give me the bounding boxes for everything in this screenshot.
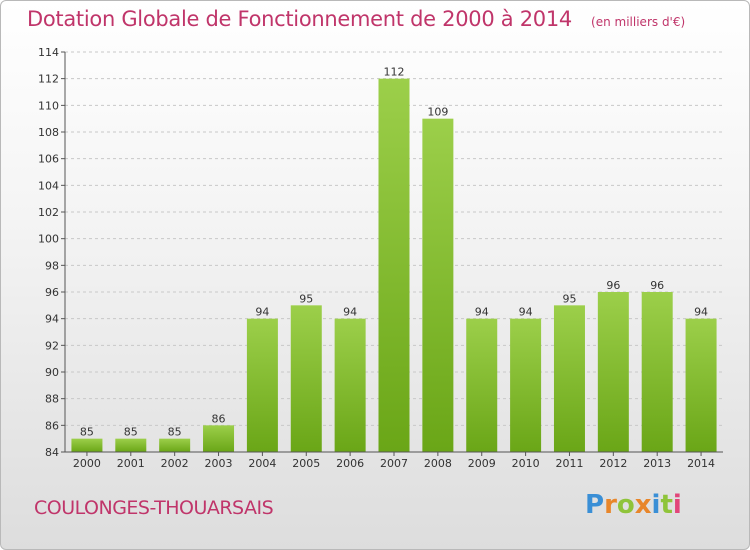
logo-letter: i xyxy=(672,490,682,520)
x-tick-label: 2013 xyxy=(643,457,671,470)
y-tick-label: 84 xyxy=(45,446,59,459)
logo-letter: x xyxy=(634,490,652,520)
bar xyxy=(334,318,366,452)
x-tick-label: 2014 xyxy=(687,457,715,470)
bar xyxy=(641,292,673,452)
bar-value-label: 96 xyxy=(606,279,620,292)
x-tick-label: 2004 xyxy=(248,457,276,470)
y-tick-label: 98 xyxy=(45,259,59,272)
logo-letter: t xyxy=(660,490,673,520)
bar-value-label: 94 xyxy=(255,306,269,319)
bar-value-label: 94 xyxy=(475,306,489,319)
bar xyxy=(159,438,191,452)
bar xyxy=(115,438,147,452)
x-tick-label: 2003 xyxy=(205,457,233,470)
bar-value-label: 85 xyxy=(168,426,182,439)
bar-value-label: 86 xyxy=(212,412,226,425)
x-tick-label: 2005 xyxy=(292,457,320,470)
y-tick-label: 108 xyxy=(38,126,59,139)
x-tick-label: 2002 xyxy=(161,457,189,470)
bar xyxy=(510,318,542,452)
bar-value-label: 96 xyxy=(650,279,664,292)
axes: 84 86 88 90 92 94 96 98 100 102 104 106 108 110 112 114… xyxy=(38,46,723,470)
bar-value-label: 95 xyxy=(562,292,576,305)
bar xyxy=(246,318,278,452)
title-row: Dotation Globale de Fonctionnement de 20… xyxy=(27,7,685,31)
x-tick-label: 2009 xyxy=(468,457,496,470)
y-tick-label: 106 xyxy=(38,153,59,166)
x-tick-label: 2000 xyxy=(73,457,101,470)
bar-value-label: 94 xyxy=(519,306,533,319)
y-tick-label: 96 xyxy=(45,286,59,299)
x-tick-label: 2010 xyxy=(512,457,540,470)
bar xyxy=(685,318,717,452)
bar-value-label: 95 xyxy=(299,292,313,305)
logo-letter: r xyxy=(604,490,617,520)
bar-value-label: 85 xyxy=(80,426,94,439)
bars: 85 85 85 86 94 95 94 112 109 94 94 95 96 96 94 xyxy=(71,66,717,453)
y-tick-label: 92 xyxy=(45,339,59,352)
bar xyxy=(71,438,103,452)
y-tick-label: 86 xyxy=(45,419,59,432)
bar-value-label: 112 xyxy=(384,66,405,79)
bar-value-label: 109 xyxy=(427,106,448,119)
y-tick-label: 112 xyxy=(38,73,59,86)
y-tick-label: 102 xyxy=(38,206,59,219)
y-tick-label: 114 xyxy=(38,46,59,59)
bar xyxy=(597,292,629,452)
y-tick-label: 104 xyxy=(38,179,59,192)
commune-name: COULONGES-THOUARSAIS xyxy=(34,497,274,519)
x-tick-label: 2001 xyxy=(117,457,145,470)
bar-value-label: 94 xyxy=(343,306,357,319)
bar xyxy=(203,425,235,452)
chart-title: Dotation Globale de Fonctionnement de 20… xyxy=(27,7,572,31)
x-tick-label: 2012 xyxy=(599,457,627,470)
y-tick-label: 100 xyxy=(38,233,59,246)
y-tick-label: 90 xyxy=(45,366,59,379)
x-tick-label: 2008 xyxy=(424,457,452,470)
y-tick-label: 94 xyxy=(45,313,59,326)
bar xyxy=(290,305,322,452)
y-tick-label: 88 xyxy=(45,393,59,406)
logo-letter: i xyxy=(651,490,661,520)
chart-unit: (en milliers d'€) xyxy=(591,15,686,29)
bar xyxy=(466,318,498,452)
y-tick-label: 110 xyxy=(38,99,59,112)
bar-value-label: 85 xyxy=(124,426,138,439)
bar xyxy=(422,118,454,453)
bar xyxy=(553,305,585,452)
bar-value-label: 94 xyxy=(694,306,708,319)
proxiti-logo: Proxiti xyxy=(585,490,682,520)
x-tick-label: 2006 xyxy=(336,457,364,470)
x-tick-label: 2007 xyxy=(380,457,408,470)
logo-letter: o xyxy=(616,490,635,520)
bar xyxy=(378,78,410,453)
x-tick-label: 2011 xyxy=(555,457,583,470)
logo-letter: P xyxy=(585,490,605,520)
